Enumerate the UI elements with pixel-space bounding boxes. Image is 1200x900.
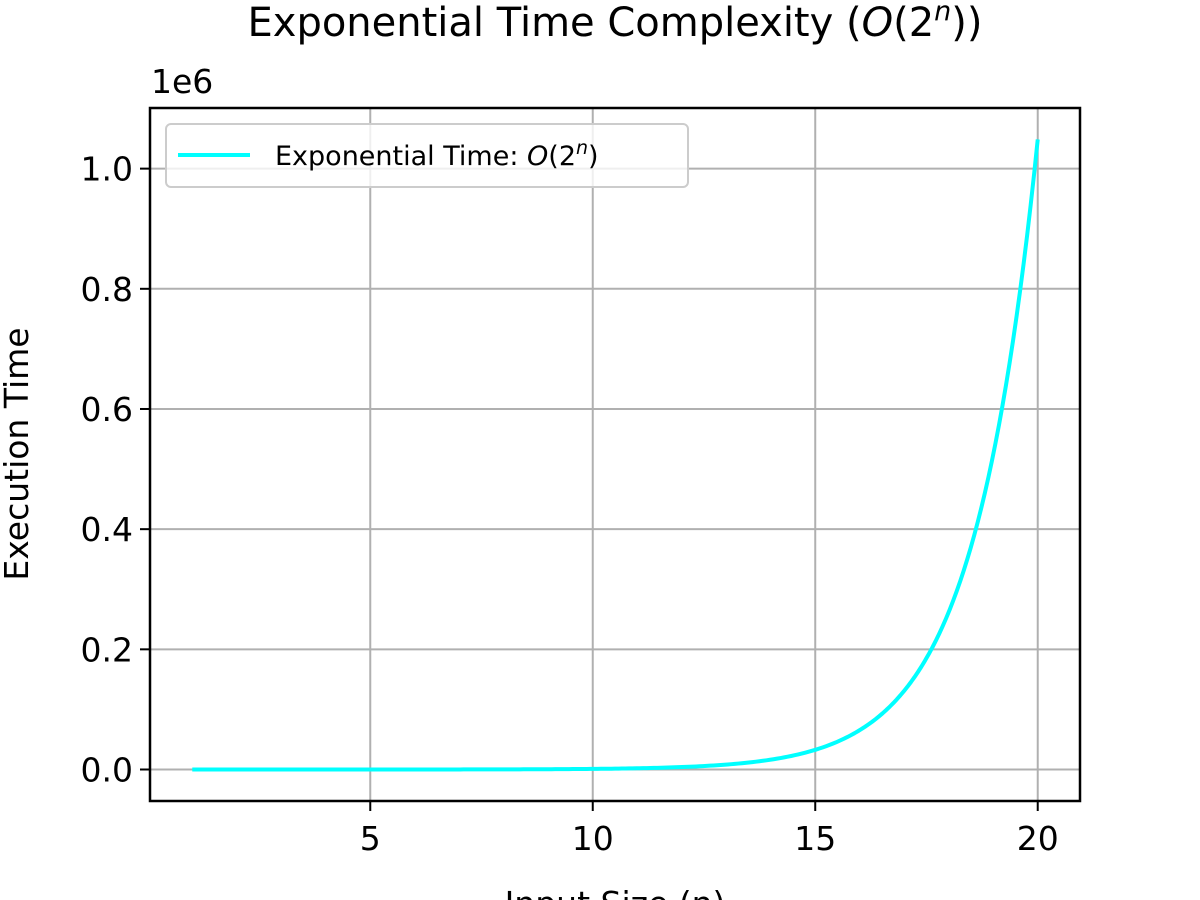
y-offset-text: 1e6 — [151, 62, 213, 101]
legend-box — [165, 123, 689, 188]
legend-label-exp: n — [576, 137, 588, 159]
chart-title-close: )) — [951, 0, 982, 46]
x-tick-label: 15 — [794, 819, 836, 858]
chart-title-big-o: O — [862, 0, 893, 46]
x-tick-label: 20 — [1017, 819, 1059, 858]
chart-title: Exponential Time Complexity (O(2n)) — [248, 0, 983, 46]
plot-frame — [148, 106, 1082, 803]
y-axis-label: Execution Time — [0, 327, 36, 580]
legend-label-big-o: O — [527, 141, 548, 172]
x-tick-label: 10 — [572, 819, 614, 858]
legend-label: Exponential Time: O(2n) — [275, 137, 599, 172]
chart-title-prefix: Exponential Time Complexity ( — [248, 0, 862, 46]
y-tick-label: 0.2 — [81, 630, 133, 669]
chart-title-exp: n — [934, 0, 951, 27]
y-tick-label: 0.4 — [81, 510, 133, 549]
legend-label-prefix: Exponential Time: — [275, 141, 527, 172]
series-line-exponential — [192, 139, 1040, 772]
y-tick-label: 0.8 — [81, 270, 133, 309]
chart-title-open: (2 — [893, 0, 934, 46]
legend: Exponential Time: O(2n) — [165, 123, 689, 188]
x-axis-ticks: 5 10 15 20 — [360, 801, 1059, 858]
legend-label-close: ) — [588, 141, 599, 172]
grid-lines — [150, 108, 1080, 801]
y-tick-label: 0.6 — [81, 390, 133, 429]
y-axis-ticks: 0.0 0.2 0.4 0.6 0.8 1.0 — [81, 150, 150, 790]
series-group — [192, 139, 1040, 772]
y-tick-label: 0.0 — [81, 751, 133, 790]
y-tick-label: 1.0 — [81, 150, 133, 189]
x-tick-label: 5 — [360, 819, 381, 858]
legend-label-open: (2 — [548, 141, 576, 172]
x-axis-label: Input Size (n) — [505, 884, 726, 900]
